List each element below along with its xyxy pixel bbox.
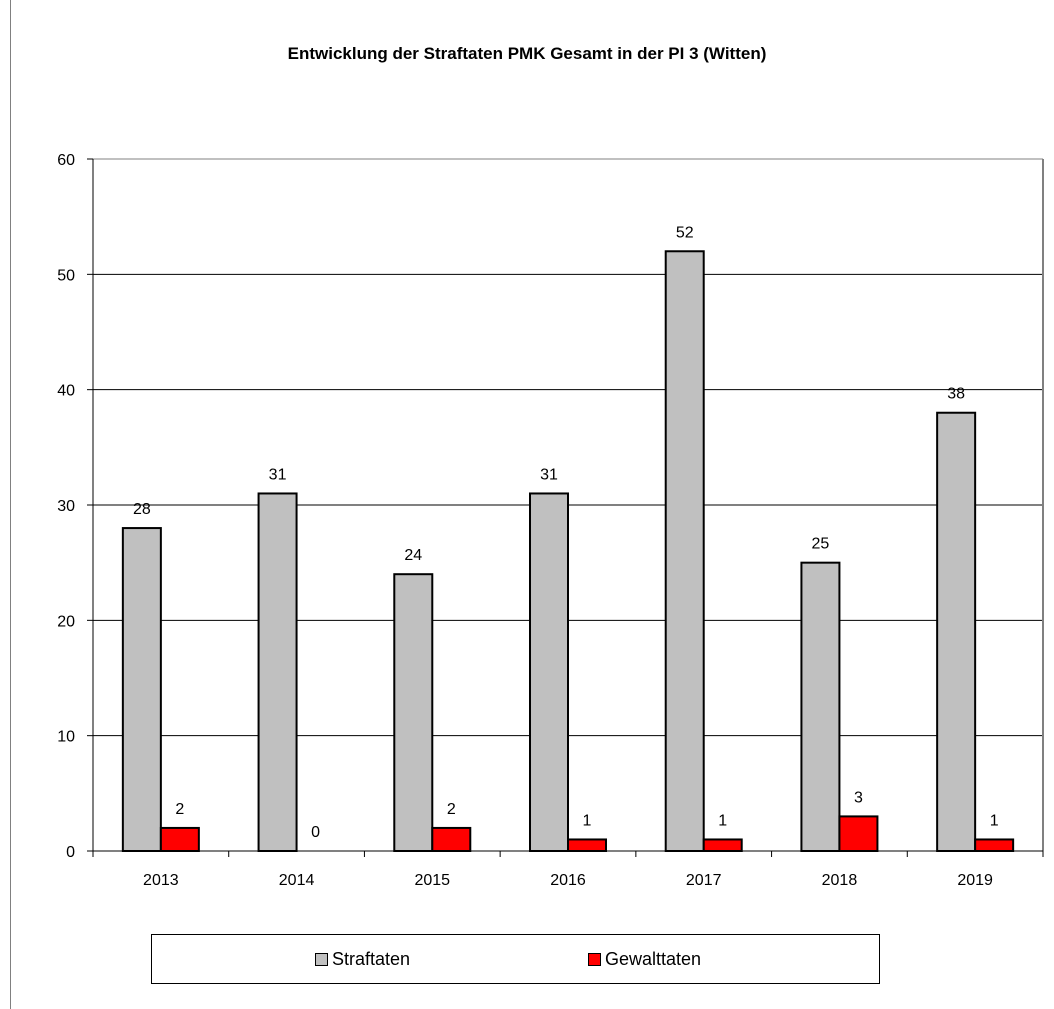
data-label-gewalttaten: 1 — [583, 812, 592, 829]
bar-gewalttaten — [567, 838, 607, 853]
y-tick-label: 0 — [66, 844, 75, 861]
legend-label-straftaten: Straftaten — [332, 949, 411, 969]
bar-straftaten — [121, 527, 162, 852]
bar-gewalttaten — [431, 826, 472, 853]
x-tick-label: 2017 — [686, 872, 722, 889]
y-tick-label: 10 — [57, 729, 75, 746]
y-tick-label: 30 — [57, 498, 75, 515]
x-tick-label: 2018 — [822, 872, 858, 889]
legend-swatch-gewalttaten — [588, 953, 601, 966]
data-label-straftaten: 31 — [269, 466, 287, 483]
chart-frame — [10, 0, 1054, 1009]
legend: Straftaten Gewalttaten — [151, 934, 880, 984]
x-tick-label: 2015 — [414, 872, 450, 889]
data-label-straftaten: 31 — [540, 466, 558, 483]
bar-gewalttaten — [838, 815, 879, 853]
bar-straftaten — [800, 561, 841, 853]
data-label-gewalttaten: 2 — [175, 801, 184, 818]
data-label-straftaten: 25 — [812, 536, 830, 553]
y-tick-label: 50 — [57, 267, 75, 284]
y-tick-label: 40 — [57, 383, 75, 400]
data-label-gewalttaten: 2 — [447, 801, 456, 818]
bar-gewalttaten — [974, 838, 1015, 853]
bar-straftaten — [664, 250, 705, 852]
data-label-straftaten: 38 — [947, 386, 965, 403]
bar-gewalttaten — [159, 826, 200, 853]
data-label-gewalttaten: 1 — [990, 812, 999, 829]
x-tick-label: 2016 — [550, 872, 586, 889]
data-label-straftaten: 24 — [404, 547, 422, 564]
y-tick-label: 20 — [57, 613, 75, 630]
x-tick-label: 2013 — [143, 872, 179, 889]
bar-straftaten — [936, 411, 977, 852]
bar-straftaten — [257, 492, 298, 852]
data-label-gewalttaten: 3 — [854, 789, 863, 806]
data-label-straftaten: 28 — [133, 501, 151, 518]
bar-gewalttaten — [702, 838, 743, 853]
legend-item-straftaten: Straftaten — [315, 949, 410, 970]
data-label-straftaten: 52 — [676, 224, 694, 241]
bar-straftaten — [393, 573, 434, 852]
x-tick-label: 2014 — [279, 872, 315, 889]
legend-item-gewalttaten: Gewalttaten — [588, 949, 701, 970]
chart-title: Entwicklung der Straftaten PMK Gesamt in… — [287, 44, 767, 63]
legend-swatch-straftaten — [315, 953, 328, 966]
y-tick-label: 60 — [57, 152, 75, 169]
data-label-gewalttaten: 1 — [718, 812, 727, 829]
x-tick-label: 2019 — [957, 872, 993, 889]
bar-straftaten — [529, 492, 569, 852]
legend-label-gewalttaten: Gewalttaten — [605, 949, 702, 969]
data-label-gewalttaten: 0 — [311, 824, 320, 841]
